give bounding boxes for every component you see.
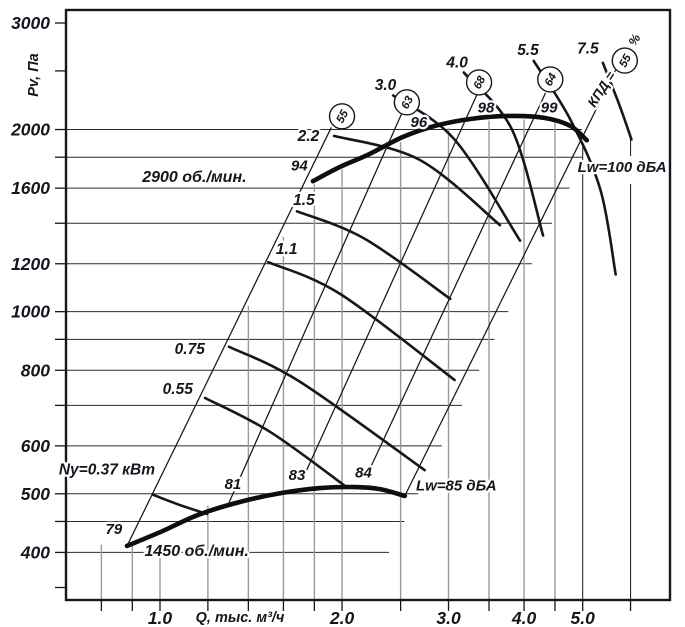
x-tick-label: 3.0 [436,608,461,627]
efficiency-marker [537,66,564,93]
power-curve-1.5kW [295,210,452,301]
efficiency-value: 64 [543,71,560,88]
noise-label: 84 [355,465,372,482]
efficiency-marker [393,89,421,116]
pressure-curve-2900 [310,113,590,184]
power-curve-0.55kW [203,396,349,489]
efficiency-line [365,92,547,478]
efficiency-value: 55 [617,52,634,69]
noise-label: 83 [289,467,306,484]
power-curve-0.37kW [151,493,209,516]
kpd-percent-label: % [626,31,644,48]
x-tick-label: 5.0 [571,608,596,627]
power-label-3.0: 3.0 [375,77,397,94]
noise-label: 99 [541,99,558,116]
noise-label: 96 [411,114,428,131]
speed-label-pressure_1450: 1450 об./мин. [145,543,249,560]
power-curve-0.75kW [227,345,427,472]
power-label-1.5: 1.5 [293,192,315,209]
x-tick-label: 2.0 [329,608,355,627]
pressure-curve-1450 [124,484,408,549]
y-tick-label: 1000 [11,302,50,322]
noise-label: 81 [225,476,242,493]
efficiency-line [228,113,403,504]
efficiency-value: 55 [335,108,352,125]
noise-label: 98 [478,99,495,116]
power-curve-1.1kW [266,260,456,382]
noise-label: 94 [291,157,308,174]
plot-frame [64,8,672,602]
y-tick-label: 1200 [11,254,50,274]
x-tick-label: 4.0 [511,608,537,627]
y-tick-label: 600 [21,436,50,456]
noise-label: 79 [106,521,123,538]
efficiency-marker [465,69,493,96]
efficiency-value: 63 [399,94,416,111]
speed-label-pressure_2900: 2900 об./мин. [141,169,246,186]
y-tick-label: 500 [21,484,50,504]
efficiency-line [126,127,332,547]
y-tick-label: 800 [21,360,50,380]
power-label-5.5: 5.5 [517,42,539,59]
x-tick-label: 1.0 [148,608,173,627]
y-tick-label: 400 [20,542,50,562]
power-label-0.75: 0.75 [175,341,206,358]
noise-label: Lw=100 дБА [578,159,667,176]
power-label-7.5: 7.5 [577,40,599,57]
efficiency-line [404,69,617,497]
power-label-0.37: Ny=0.37 кВт [59,462,155,479]
y-tick-label: 3000 [11,13,50,33]
y-axis-title: Pv, Па [26,53,42,97]
power-curve-7.5kW [601,61,633,141]
efficiency-marker [328,103,356,130]
efficiency-marker [611,47,638,74]
power-label-0.55: 0.55 [163,381,194,398]
power-label-4.0: 4.0 [445,55,468,72]
efficiency-line [301,94,478,480]
y-tick-label: 2000 [10,120,50,140]
x-axis-title: Q, тыс. м³/ч [196,610,285,626]
noise-label: Lw=85 дБА [416,478,497,495]
power-curve-2.2kW [332,134,502,227]
efficiency-value: 68 [472,74,489,91]
power-label-1.1: 1.1 [276,241,298,258]
power-label-2.2: 2.2 [297,128,320,145]
y-tick-label: 1600 [11,178,50,198]
